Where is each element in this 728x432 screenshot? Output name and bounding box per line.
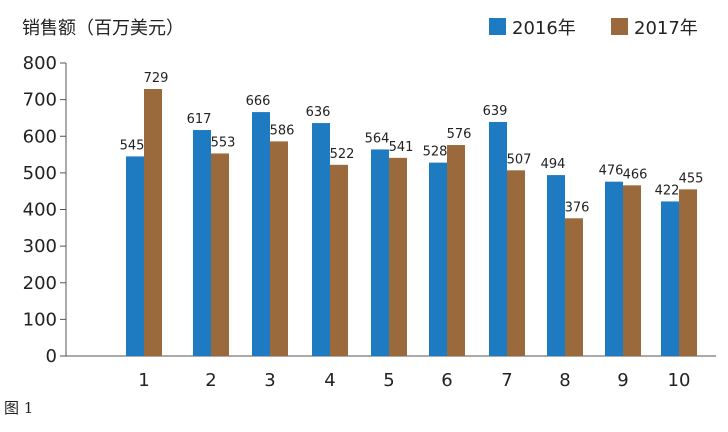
y-tick-label: 200 [23,273,57,294]
x-tick-label: 3 [264,370,275,391]
data-label: 639 [483,104,508,119]
x-tick-label: 4 [324,370,335,391]
bar-2016 [371,149,389,356]
x-tick-label: 1 [138,370,149,391]
data-label: 666 [246,94,271,109]
data-label: 729 [144,71,169,86]
legend-label-2017: 2017年 [634,18,698,39]
data-label: 422 [655,183,680,198]
x-tick-label: 9 [617,370,628,391]
data-label: 466 [623,167,648,182]
y-tick-label: 400 [23,200,57,221]
bar-2016 [429,162,447,356]
bar-2017 [565,218,583,356]
legend: 2016年 2017年 [489,18,698,39]
bar-2016 [126,156,144,356]
bar-2017 [623,185,641,356]
data-label: 376 [565,200,590,215]
bar-2016 [547,175,565,356]
data-label: 564 [365,131,390,146]
plot-area: 0 100 200 300 400 500 600 700 800 545 729 1 617 553 2 6… [23,53,716,391]
bar-2017 [330,164,348,356]
data-label: 455 [679,171,704,186]
y-tick-label: 800 [23,53,57,74]
x-tick-label: 6 [441,370,452,391]
legend-label-2016: 2016年 [512,18,576,39]
bar-2016 [661,201,679,356]
y-tick-label: 600 [23,126,57,147]
x-tick-label: 2 [205,370,216,391]
bar-2016 [605,181,623,356]
y-tick-label: 0 [46,346,57,367]
bar-2017 [447,145,465,356]
data-label: 476 [599,164,624,179]
data-label: 553 [211,135,236,150]
bar-2016 [252,112,270,356]
bar-2017 [389,157,407,356]
legend-swatch-2017 [611,18,628,35]
bar-2017 [211,153,229,356]
data-label: 636 [306,105,331,120]
data-label: 617 [187,112,212,127]
x-tick-label: 8 [559,370,570,391]
data-label: 522 [330,147,355,162]
y-tick-label: 500 [23,163,57,184]
bar-2017 [679,189,697,356]
x-tick-label: 7 [501,370,512,391]
data-label: 528 [423,145,448,160]
figure-caption: 图 1 [4,399,33,417]
bar-2016 [489,121,507,356]
x-tick-label: 10 [668,370,691,391]
bar-2017 [270,141,288,356]
bar-2016 [193,130,211,356]
y-tick-label: 700 [23,90,57,111]
legend-swatch-2016 [489,18,506,35]
bar-2017 [144,89,162,356]
y-axis-label: 销售额（百万美元） [22,18,184,39]
x-tick-label: 5 [383,370,394,391]
data-label: 541 [389,140,414,155]
data-label: 545 [120,138,145,153]
y-tick-label: 100 [23,309,57,330]
data-label: 494 [541,157,566,172]
bar-2017 [507,170,525,356]
data-label: 586 [270,123,295,138]
bar-2016 [312,123,330,356]
data-label: 576 [447,127,472,142]
data-label: 507 [507,152,532,167]
y-tick-label: 300 [23,236,57,257]
